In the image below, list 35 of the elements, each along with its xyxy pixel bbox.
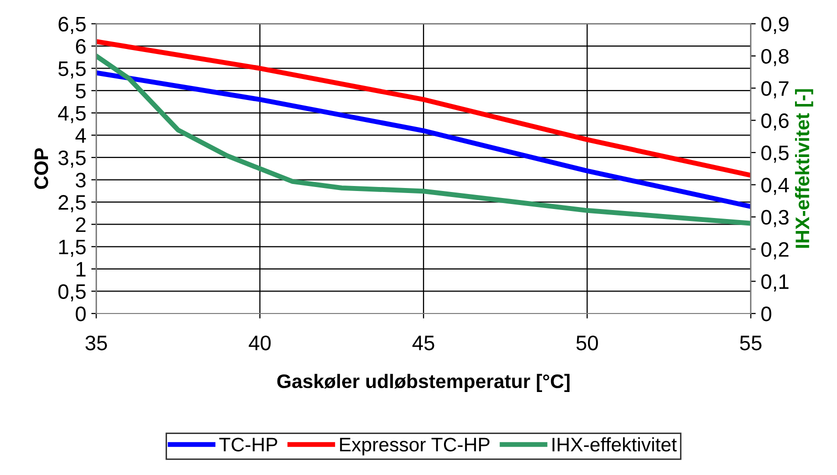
y2-tick-label: 0,9: [761, 16, 788, 34]
y-axis-title: COP: [34, 148, 48, 189]
y-tick-label: 2: [76, 217, 86, 232]
x-tick-label: 55: [740, 336, 762, 350]
y-tick-label: 5: [76, 84, 86, 98]
x-tick-label: 45: [412, 336, 434, 350]
y2-tick-label: 0,1: [761, 274, 788, 292]
y-tick-label: 6,5: [58, 16, 86, 34]
y-tick-label: 2,5: [58, 195, 86, 212]
y-tick-label: 1: [76, 262, 86, 276]
y-tick-label: 3,5: [58, 150, 86, 168]
y-tick-label: 1,5: [59, 240, 86, 257]
y2-tick-label: 0: [761, 306, 772, 322]
y2-tick-label: 0,6: [761, 113, 789, 131]
y-tick-label: 5,5: [58, 62, 86, 79]
y-tick-label: 0,5: [58, 284, 86, 302]
x-tick-label: 50: [576, 336, 598, 350]
x-tick-label: 35: [85, 336, 107, 350]
y2-tick-label: 0,3: [761, 210, 789, 228]
x-axis-title: Gaskøler udløbstemperatur [°C]: [277, 374, 570, 392]
legend-label: TC-HP: [219, 438, 278, 452]
y2-tick-label: 0,8: [761, 48, 789, 66]
y-tick-label: 4,5: [58, 106, 86, 124]
y2-tick-label: 0,2: [761, 242, 788, 260]
y-tick-label: 4: [75, 128, 86, 143]
legend-label: IHX-effektivitet: [552, 437, 677, 452]
y2-tick-label: 0,7: [761, 81, 788, 98]
y-tick-label: 6: [76, 39, 86, 54]
y-tick-label: 3: [76, 172, 86, 188]
y2-tick-label: 0,5: [761, 146, 789, 163]
y2-tick-label: 0,4: [761, 178, 789, 195]
y2-axis-title: IHX-effektivitet [-]: [795, 89, 814, 248]
y-tick-label: 0: [76, 306, 86, 322]
legend-label: Expressor TC-HP: [340, 438, 490, 456]
x-tick-label: 40: [248, 336, 271, 350]
